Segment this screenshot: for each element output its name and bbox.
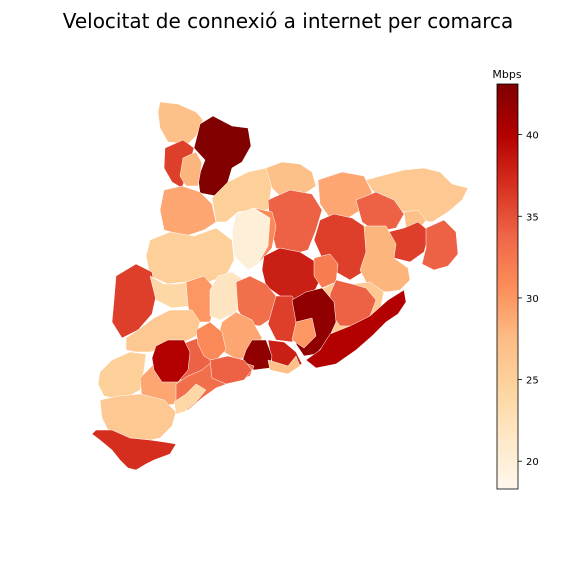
comarca-region [267,189,323,255]
comarca-region [111,263,157,339]
comarca-region [173,383,207,415]
comarca-region [359,225,411,293]
comarca-region [241,339,273,371]
comarca-region [265,161,317,197]
colorbar-tick-label: 35 [526,212,539,223]
map-title: Velocitat de connexió a internet per com… [63,9,514,33]
comarca-region [291,317,317,349]
comarca-region [151,339,191,383]
colorbar-tick-label: 20 [526,457,539,468]
comarca-region [421,219,459,271]
comarca-region [209,355,253,385]
comarca-region [355,191,405,233]
colorbar-label: Mbps [492,68,521,81]
catalonia-comarques-map [91,101,469,471]
colorbar-tick-label: 40 [526,131,539,142]
comarca-region [267,355,301,375]
comarca-region [179,151,203,187]
colorbar: Mbps 20 25 30 35 40 [492,68,539,490]
comarca-region [193,115,252,197]
comarca-region [159,185,217,237]
comarca-region [99,393,177,443]
comarca-region [97,351,147,401]
colorbar-tick-label: 25 [526,376,539,387]
comarca-region [157,101,204,145]
comarca-region [305,289,407,369]
colorbar-ticks: 20 25 30 35 40 [518,131,539,468]
colorbar-gradient [496,83,519,490]
comarca-region [195,321,227,363]
comarca-region [231,207,271,271]
colorbar-tick-label: 30 [526,294,539,305]
comarca-region [91,429,177,471]
